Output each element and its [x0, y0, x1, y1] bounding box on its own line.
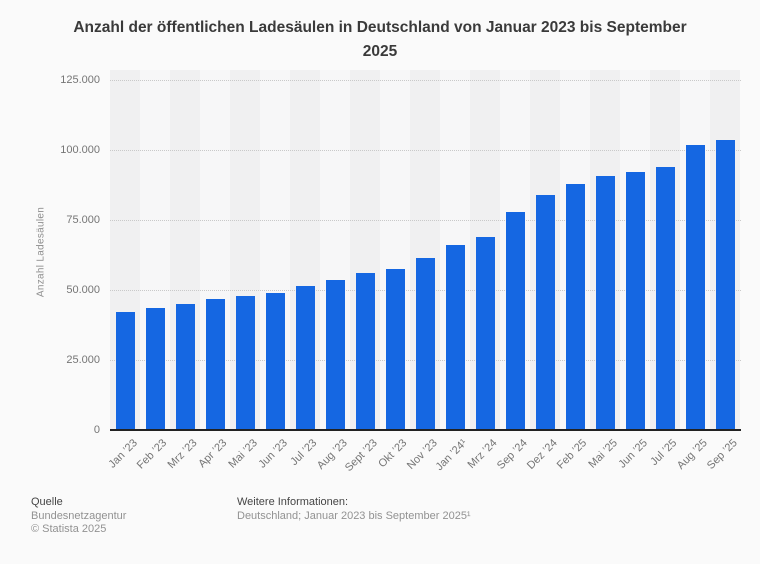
x-axis-tick-label: Sept ’23	[342, 437, 380, 475]
x-axis-line	[110, 429, 741, 431]
x-axis-tick-label: Jun ’23	[255, 437, 290, 471]
gridline	[110, 150, 741, 151]
gridline	[110, 80, 741, 81]
info-block: Weitere Informationen: Deutschland; Janu…	[237, 496, 471, 523]
chart-bar[interactable]	[355, 272, 375, 430]
chart-bar[interactable]	[175, 304, 195, 430]
info-label: Weitere Informationen:	[237, 496, 349, 508]
chart-bar[interactable]	[145, 307, 165, 430]
chart-title: Anzahl der öffentlichen Ladesäulen in De…	[73, 19, 687, 60]
chart-bar[interactable]	[655, 166, 675, 430]
x-axis-tick-label: Aug ’25	[674, 437, 710, 472]
chart-bar[interactable]	[685, 144, 705, 430]
chart-bar[interactable]	[475, 237, 495, 430]
x-axis-tick-label: Mai ’23	[225, 437, 260, 471]
x-axis-tick-label: Feb ’25	[555, 437, 590, 472]
x-axis-tick-label: Jan ’23	[105, 437, 140, 471]
x-axis-tick-label: Mrz ’24	[465, 437, 500, 471]
chart-bar[interactable]	[325, 280, 345, 430]
chart-bar[interactable]	[235, 295, 255, 430]
info-text: Deutschland; Januar 2023 bis September 2…	[237, 509, 471, 522]
x-axis-tick-label: Jun ’25	[615, 437, 650, 471]
x-axis-tick-label: Mai ’25	[585, 437, 620, 471]
chart-bar[interactable]	[115, 312, 135, 430]
chart-bar[interactable]	[385, 269, 405, 430]
x-axis-tick-label: Sep ’25	[704, 437, 740, 472]
y-axis-tick-label: 0	[93, 424, 100, 436]
gridline	[110, 220, 741, 221]
x-axis-tick-label: Feb ’23	[135, 437, 170, 472]
chart-bar[interactable]	[445, 245, 465, 430]
y-axis-tick-label: 75.000	[66, 214, 100, 226]
chart-bar[interactable]	[205, 299, 225, 430]
chart-bar[interactable]	[505, 212, 525, 430]
y-axis-tick-label: 25.000	[66, 354, 100, 366]
y-axis-tick-label: 50.000	[66, 284, 100, 296]
y-axis-tick-label: 100.000	[60, 144, 100, 156]
chart-bar[interactable]	[415, 258, 435, 430]
chart-bar[interactable]	[265, 292, 285, 430]
chart-bar[interactable]	[715, 140, 735, 430]
x-axis-tick-label: Sep ’24	[494, 437, 530, 472]
x-axis-tick-label: Okt ’23	[376, 437, 410, 471]
x-axis-tick-label: Dez ’24	[524, 437, 560, 472]
source-block: Quelle Bundesnetzagentur © Statista 2025	[31, 496, 126, 537]
x-axis-tick-label: Nov ’23	[404, 437, 440, 472]
x-axis-tick-label: Apr ’23	[196, 437, 230, 471]
chart-bar[interactable]	[625, 172, 645, 430]
copyright: © Statista 2025	[31, 523, 107, 535]
x-axis-tick-label: Jan ’24¹	[433, 437, 470, 474]
source-name: Bundesnetzagentur	[31, 509, 127, 522]
chart-bar[interactable]	[595, 176, 615, 430]
x-axis-tick-label: Mrz ’23	[165, 437, 200, 471]
y-axis-tick-label: 125.000	[60, 74, 100, 86]
chart-bar[interactable]	[535, 195, 555, 430]
source-label: Quelle	[31, 496, 63, 508]
chart-bar[interactable]	[295, 286, 315, 430]
chart-bar[interactable]	[565, 183, 585, 430]
